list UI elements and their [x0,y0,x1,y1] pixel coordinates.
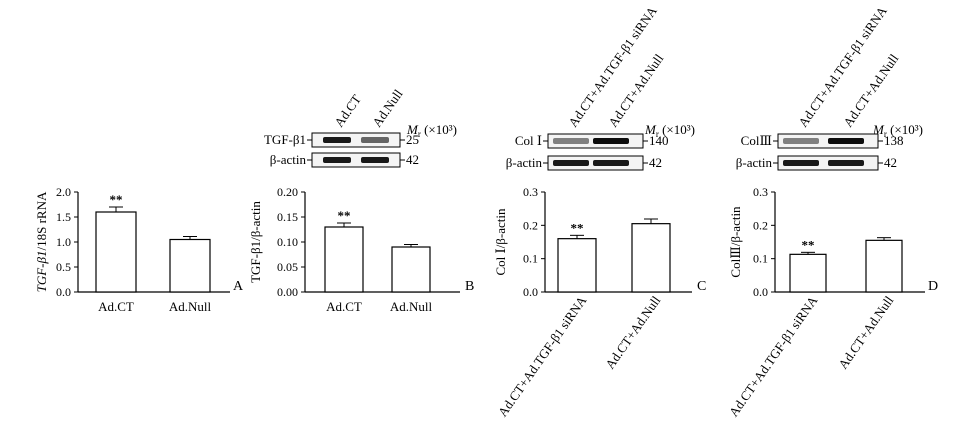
panel-d-ylabel: ColⅢ/β-actin [728,206,743,278]
panel-c-blot-mw-label: 42 [649,155,662,170]
panel-a-ytick-label: 1.0 [56,235,71,249]
panel-c-ytick-label: 0.1 [523,252,538,266]
panel-b-blot-band [361,137,389,143]
panel-c-blot-mw-label: 140 [649,133,669,148]
panel-b-letter: B [465,279,474,294]
panel-a-category-label: Ad.CT [98,299,134,314]
panel-a-ytick-label: 1.5 [56,210,71,224]
panel-c-ytick-label: 0.0 [523,285,538,299]
panel-d-ytick-label: 0.1 [753,252,768,266]
panel-b-bar [391,246,431,293]
panel-b-blot-mw-label: 25 [406,132,419,147]
panel-b-mr-label: Mr (×10³) [406,122,457,139]
panel-a-ytick-label: 0.5 [56,260,71,274]
panel-c-blot-row-label: β-actin [506,155,543,170]
panel-c-ytick-label: 0.2 [523,218,538,232]
panel-d-significance: ** [802,237,815,252]
panel-a-bar [95,211,137,293]
panel-a-significance: ** [110,192,123,207]
panel-b-ytick-label: 0.00 [277,285,298,299]
panel-d-letter: D [928,279,938,294]
panel-d-ytick-label: 0.0 [753,285,768,299]
panel-b-blot-mw-label: 42 [406,152,419,167]
panel-d-blot-band [828,160,864,166]
panel-a-ytick-label: 2.0 [56,185,71,199]
panel-d-blot-band [828,138,864,144]
panel-b-ytick-label: 0.10 [277,235,298,249]
panel-c-mr-label: Mr (×10³) [644,122,695,139]
panel-c-letter: C [697,279,706,294]
panel-c-blot-band [593,138,629,144]
panel-c-group: 0.0 0.1 0.2 0.3 Col Ⅰ/β-actin ** Ad.CT+Ad.TGF-… [493,3,706,419]
panel-d-category-label: Ad.CT+Ad.Null [835,293,896,372]
panel-d-blot-band [783,160,819,166]
panel-d-group: 0.0 0.1 0.2 0.3 ColⅢ/β-actin ** Ad.CT+Ad.TGF-β… [726,3,938,419]
panel-c-bar [557,238,597,293]
panel-d-ytick-label: 0.3 [753,185,768,199]
panel-c-bar [631,223,671,293]
panel-c-ylabel: Col Ⅰ/β-actin [493,208,508,275]
panel-c-blot-band [593,160,629,166]
panel-c-blot-row-label: Col Ⅰ [515,133,542,148]
panel-d-blot-mw-label: 138 [884,133,904,148]
panel-b-blot-band [361,157,389,163]
panel-b-blot-row-label: β-actin [270,152,307,167]
panel-b-category-label: Ad.CT [326,299,362,314]
panel-b-group: 0.00 0.05 0.10 0.15 0.20 TGF-β1/β-actin ** Ad.C… [248,86,474,314]
panel-b-ytick-label: 0.15 [277,210,298,224]
panel-a-bar [169,238,211,293]
panel-b-ylabel: TGF-β1/β-actin [248,201,263,283]
panel-a-ylabel: TGF-β1/18S rRNA [34,191,49,292]
panel-d-category-label: Ad.CT+Ad.TGF-β1 siRNA [726,293,821,420]
panel-a-category-label: Ad.Null [169,299,212,314]
panel-c-category-label: Ad.CT+Ad.TGF-β1 siRNA [495,293,590,420]
panel-d-lane-label: Ad.CT+Ad.TGF-β1 siRNA [795,3,890,130]
panel-b-category-label: Ad.Null [390,299,433,314]
panel-b-blot-band [323,137,351,143]
panel-d-blot-band [783,138,819,144]
panel-b-ytick-label: 0.20 [277,185,298,199]
panel-d-bar [865,239,903,293]
panel-b-significance: ** [338,208,351,223]
panel-a-letter: A [233,279,244,294]
panel-b-blot-row-label: TGF-β1 [264,132,306,147]
panel-b-blot-band [323,157,351,163]
panel-d-mr-label: Mr (×10³) [872,122,923,139]
panel-b-lane-label: Ad.CT [331,92,364,130]
panel-c-blot-band [553,160,589,166]
panel-c-ytick-label: 0.3 [523,185,538,199]
panel-a-group: 0.0 0.5 1.0 1.5 2.0 TGF-β1/18S rRNA ** Ad.CT Ad.… [34,185,244,314]
panel-a-ytick-label: 0.0 [56,285,71,299]
panel-c-significance: ** [571,220,584,235]
panel-d-blot-row-label: ColⅢ [741,133,772,148]
panel-c-blot-band [553,138,589,144]
panel-d-blot-mw-label: 42 [884,155,897,170]
panel-c-category-label: Ad.CT+Ad.Null [602,293,663,372]
panel-d-blot-row-label: β-actin [736,155,773,170]
panel-d-bar [789,253,827,293]
panel-d-ytick-label: 0.2 [753,218,768,232]
panel-b-ytick-label: 0.05 [277,260,298,274]
panel-b-lane-label: Ad.Null [369,86,406,130]
panel-b-bar [324,226,364,293]
